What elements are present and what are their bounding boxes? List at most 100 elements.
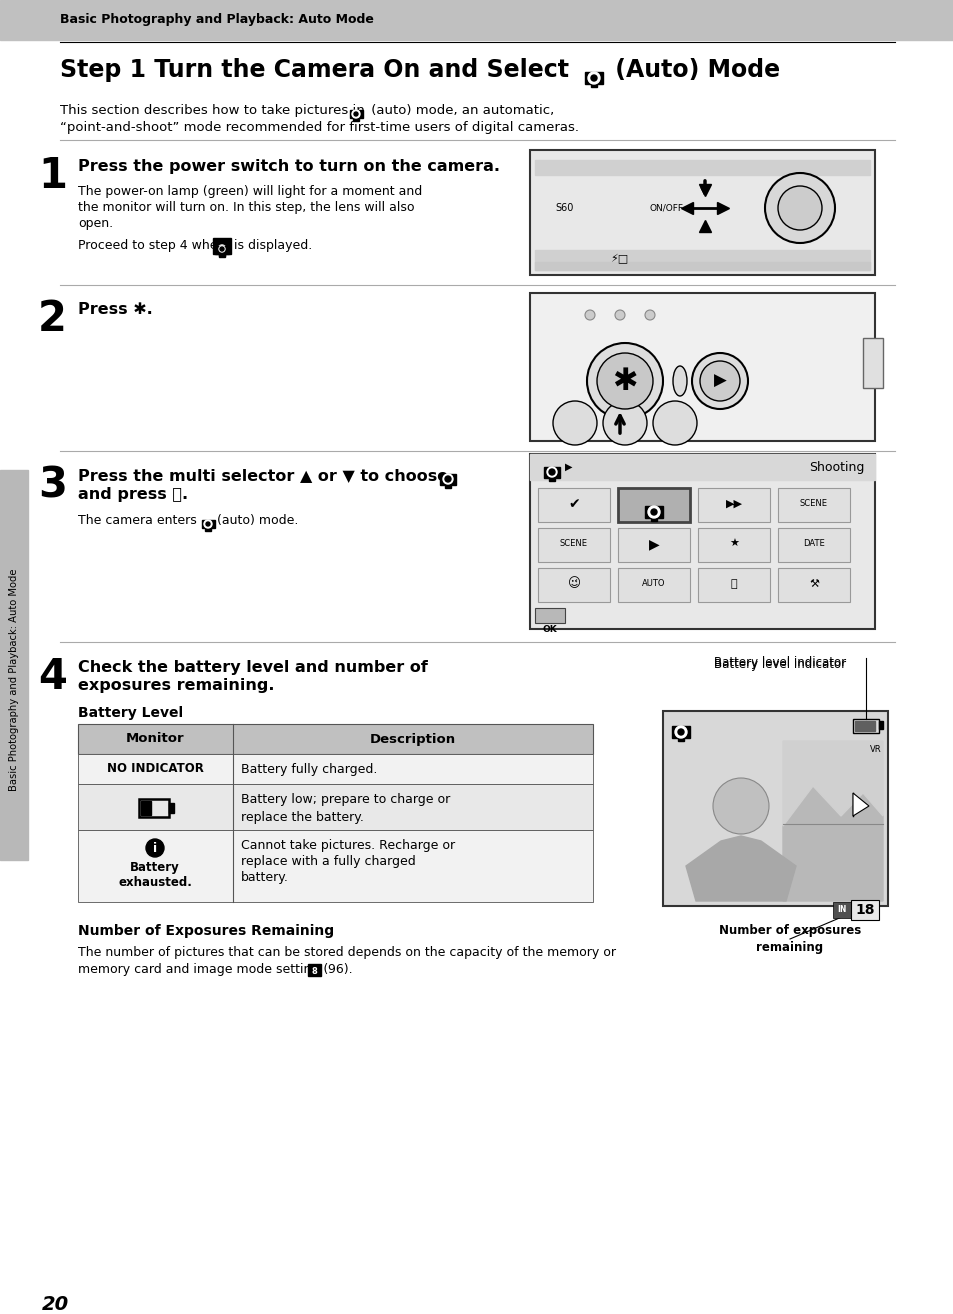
Bar xyxy=(778,528,849,562)
Text: ★: ★ xyxy=(728,539,739,549)
Text: the monitor will turn on. In this step, the lens will also: the monitor will turn on. In this step, … xyxy=(78,201,414,214)
Text: Battery level indicator: Battery level indicator xyxy=(713,658,845,671)
Bar xyxy=(878,721,882,729)
Text: is displayed.: is displayed. xyxy=(233,239,312,252)
Bar xyxy=(439,474,456,485)
Bar xyxy=(535,250,869,269)
Circle shape xyxy=(647,506,659,518)
Circle shape xyxy=(220,247,224,251)
Bar xyxy=(854,721,874,731)
Text: memory card and image mode setting (: memory card and image mode setting ( xyxy=(78,963,328,976)
Bar xyxy=(698,568,769,602)
Bar xyxy=(662,711,887,905)
Text: S60: S60 xyxy=(555,202,573,213)
Bar xyxy=(698,487,769,522)
Circle shape xyxy=(691,353,747,409)
Bar xyxy=(530,455,874,629)
Text: ⚡□: ⚡□ xyxy=(609,254,628,263)
Circle shape xyxy=(354,112,357,116)
Text: replace the battery.: replace the battery. xyxy=(241,811,363,824)
Circle shape xyxy=(218,244,226,254)
Bar xyxy=(671,727,689,738)
Text: 2: 2 xyxy=(38,298,67,340)
Text: and press ⓪.: and press ⓪. xyxy=(78,487,188,502)
Bar xyxy=(219,254,225,256)
Text: Press the multi selector ▲ or ▼ to choose: Press the multi selector ▲ or ▼ to choos… xyxy=(78,468,448,484)
Text: 3: 3 xyxy=(38,464,67,506)
Circle shape xyxy=(146,840,164,857)
Text: Proceed to step 4 when: Proceed to step 4 when xyxy=(78,239,225,252)
Bar xyxy=(535,608,564,623)
Text: DATE: DATE xyxy=(802,540,824,548)
Circle shape xyxy=(584,310,595,321)
Text: ▶: ▶ xyxy=(564,463,572,472)
Bar xyxy=(548,478,555,481)
Text: Battery fully charged.: Battery fully charged. xyxy=(241,762,377,775)
Text: open.: open. xyxy=(78,217,113,230)
Circle shape xyxy=(700,361,740,401)
Circle shape xyxy=(442,474,453,484)
Bar xyxy=(778,487,849,522)
Text: replace with a fully charged: replace with a fully charged xyxy=(241,854,416,867)
Text: ▶: ▶ xyxy=(713,372,725,390)
Bar xyxy=(444,485,451,487)
Circle shape xyxy=(644,310,655,321)
Text: Step 1 Turn the Camera On and Select: Step 1 Turn the Camera On and Select xyxy=(60,58,568,81)
Text: 😉: 😉 xyxy=(567,577,579,590)
Text: Battery low; prepare to charge or: Battery low; prepare to charge or xyxy=(241,794,450,807)
Circle shape xyxy=(444,476,451,482)
Text: battery.: battery. xyxy=(241,870,289,883)
Text: Basic Photography and Playback: Auto Mode: Basic Photography and Playback: Auto Mod… xyxy=(9,569,19,791)
Bar xyxy=(78,754,593,784)
Bar xyxy=(205,528,211,531)
Bar xyxy=(350,110,363,118)
Bar xyxy=(202,520,214,528)
Text: (Auto) Mode: (Auto) Mode xyxy=(606,58,780,81)
Bar xyxy=(850,900,878,920)
Circle shape xyxy=(548,469,555,474)
Bar xyxy=(0,470,28,859)
Bar xyxy=(219,254,225,258)
Bar xyxy=(590,84,597,87)
Bar xyxy=(78,784,593,830)
Circle shape xyxy=(597,353,652,409)
Text: AUTO: AUTO xyxy=(641,579,665,589)
Text: Battery level indicator: Battery level indicator xyxy=(713,656,845,669)
Text: exposures remaining.: exposures remaining. xyxy=(78,678,274,692)
Bar xyxy=(862,338,882,388)
Text: Description: Description xyxy=(370,732,456,745)
Circle shape xyxy=(678,729,683,735)
Bar xyxy=(537,487,609,522)
Text: ▶▶: ▶▶ xyxy=(724,499,741,509)
Text: “point-and-shoot” mode recommended for first-time users of digital cameras.: “point-and-shoot” mode recommended for f… xyxy=(60,121,578,134)
Text: Check the battery level and number of: Check the battery level and number of xyxy=(78,660,428,675)
Circle shape xyxy=(650,509,657,515)
Bar xyxy=(530,293,874,442)
Text: OK: OK xyxy=(542,625,557,635)
Text: This section describes how to take pictures in: This section describes how to take pictu… xyxy=(60,104,364,117)
Text: 🎤: 🎤 xyxy=(730,579,737,589)
Text: The camera enters: The camera enters xyxy=(78,514,196,527)
Text: (auto) mode, an automatic,: (auto) mode, an automatic, xyxy=(367,104,554,117)
Bar xyxy=(0,0,953,39)
Circle shape xyxy=(652,401,697,445)
Bar xyxy=(139,799,169,817)
Bar xyxy=(78,724,593,754)
Text: Battery Level: Battery Level xyxy=(78,706,183,720)
Polygon shape xyxy=(685,836,795,901)
Text: i: i xyxy=(152,841,157,854)
Circle shape xyxy=(553,401,597,445)
Bar xyxy=(216,246,228,254)
Text: SCENE: SCENE xyxy=(559,540,587,548)
Bar xyxy=(214,244,229,254)
Text: 96).: 96). xyxy=(324,963,353,976)
Text: Number of Exposures Remaining: Number of Exposures Remaining xyxy=(78,924,334,938)
Text: ✔: ✔ xyxy=(568,497,579,511)
Text: exhausted.: exhausted. xyxy=(118,876,192,890)
Circle shape xyxy=(546,466,557,477)
Bar xyxy=(778,568,849,602)
Circle shape xyxy=(587,72,599,84)
Bar xyxy=(852,719,878,733)
Text: The power-on lamp (green) will light for a moment and: The power-on lamp (green) will light for… xyxy=(78,185,422,198)
Circle shape xyxy=(204,520,212,528)
